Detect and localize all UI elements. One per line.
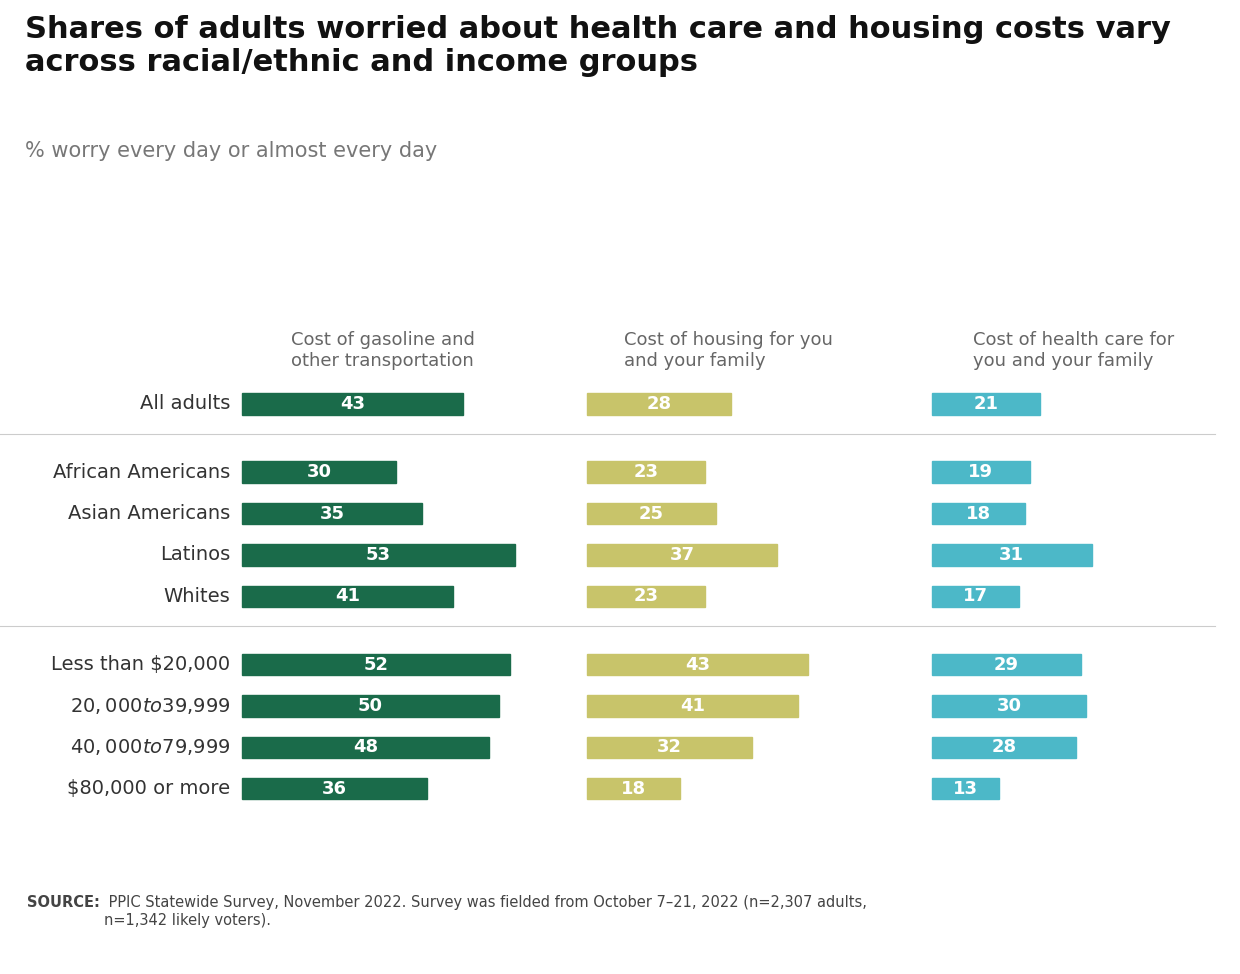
Bar xyxy=(932,462,1029,483)
Bar xyxy=(932,778,999,800)
Bar xyxy=(932,695,1086,717)
Text: 25: 25 xyxy=(639,505,663,523)
Text: 36: 36 xyxy=(322,780,347,798)
Text: $40,000 to $79,999: $40,000 to $79,999 xyxy=(69,737,231,758)
Text: Whites: Whites xyxy=(164,587,231,606)
Text: Less than $20,000: Less than $20,000 xyxy=(51,656,231,674)
Bar xyxy=(242,736,489,758)
Text: Latinos: Latinos xyxy=(160,545,231,565)
Bar xyxy=(587,503,715,524)
Text: 29: 29 xyxy=(994,656,1019,674)
Text: 48: 48 xyxy=(353,738,378,757)
Bar xyxy=(242,654,510,675)
Bar xyxy=(242,695,500,717)
Text: % worry every day or almost every day: % worry every day or almost every day xyxy=(25,141,436,162)
Bar xyxy=(242,462,397,483)
Text: 18: 18 xyxy=(621,780,646,798)
Bar xyxy=(932,585,1019,607)
Text: 43: 43 xyxy=(684,656,711,674)
Text: 32: 32 xyxy=(657,738,682,757)
Text: 30: 30 xyxy=(997,697,1022,715)
Text: African Americans: African Americans xyxy=(53,463,231,482)
Text: Shares of adults worried about health care and housing costs vary
across racial/: Shares of adults worried about health ca… xyxy=(25,15,1171,77)
Text: 28: 28 xyxy=(646,394,672,413)
Text: 28: 28 xyxy=(992,738,1017,757)
Bar xyxy=(932,736,1076,758)
Text: 21: 21 xyxy=(973,394,998,413)
Bar xyxy=(932,503,1024,524)
Text: All adults: All adults xyxy=(140,394,231,413)
Text: 23: 23 xyxy=(634,464,658,481)
Bar xyxy=(587,462,706,483)
Bar xyxy=(587,393,732,415)
Bar xyxy=(932,393,1040,415)
Text: 13: 13 xyxy=(952,780,978,798)
Bar xyxy=(587,544,777,566)
Text: $80,000 or more: $80,000 or more xyxy=(67,779,231,799)
Text: 50: 50 xyxy=(358,697,383,715)
Text: 17: 17 xyxy=(963,587,988,605)
Bar xyxy=(242,393,464,415)
Text: 53: 53 xyxy=(366,546,391,564)
Text: $20,000 to $39,999: $20,000 to $39,999 xyxy=(69,696,231,716)
Bar xyxy=(587,695,799,717)
Text: 41: 41 xyxy=(335,587,360,605)
Bar xyxy=(242,778,428,800)
Bar xyxy=(587,585,706,607)
Bar xyxy=(932,544,1091,566)
Bar xyxy=(242,585,453,607)
Bar xyxy=(587,736,751,758)
Text: 23: 23 xyxy=(634,587,658,605)
Text: Asian Americans: Asian Americans xyxy=(68,505,231,523)
Text: 19: 19 xyxy=(968,464,993,481)
Bar xyxy=(932,654,1081,675)
Text: 43: 43 xyxy=(340,394,365,413)
Bar xyxy=(587,778,680,800)
Bar xyxy=(242,503,422,524)
Text: 31: 31 xyxy=(999,546,1024,564)
Text: 37: 37 xyxy=(670,546,694,564)
Text: 41: 41 xyxy=(680,697,706,715)
Bar xyxy=(587,654,808,675)
Text: Cost of housing for you
and your family: Cost of housing for you and your family xyxy=(624,331,833,370)
Text: PPIC Statewide Survey, November 2022. Survey was fielded from October 7–21, 2022: PPIC Statewide Survey, November 2022. Su… xyxy=(104,895,867,928)
Text: 35: 35 xyxy=(320,505,345,523)
Bar xyxy=(242,544,515,566)
Text: Cost of health care for
you and your family: Cost of health care for you and your fam… xyxy=(973,331,1174,370)
Text: 18: 18 xyxy=(966,505,991,523)
Text: Cost of gasoline and
other transportation: Cost of gasoline and other transportatio… xyxy=(291,331,475,370)
Text: SOURCE:: SOURCE: xyxy=(27,895,100,911)
Text: 30: 30 xyxy=(306,464,331,481)
Text: 52: 52 xyxy=(363,656,388,674)
